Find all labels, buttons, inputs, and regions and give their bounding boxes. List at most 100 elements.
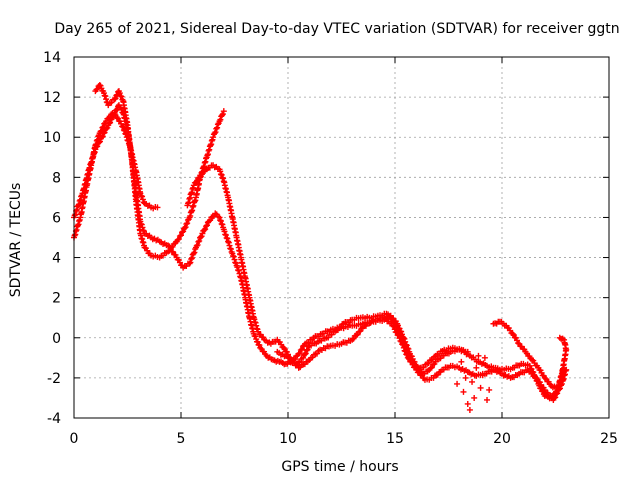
x-tick-label: 15 [386, 431, 404, 447]
data-point-marker [97, 128, 104, 135]
data-point-marker [101, 129, 108, 136]
x-tick-label: 10 [279, 431, 297, 447]
data-point-marker [235, 267, 242, 274]
data-point-marker [205, 218, 212, 225]
data-point-marker [224, 235, 231, 242]
data-point-marker [220, 175, 227, 182]
data-point-marker [75, 202, 82, 209]
data-point-marker [221, 228, 228, 235]
data-point-marker [556, 334, 563, 341]
data-point-marker [404, 351, 411, 358]
data-point-marker [192, 179, 199, 186]
data-point-marker [218, 171, 225, 178]
data-point-marker [112, 95, 119, 102]
series-track-e [274, 314, 570, 403]
data-point-marker [427, 365, 434, 372]
data-point-marker [533, 374, 540, 381]
data-point-marker [464, 400, 471, 407]
data-point-marker [181, 224, 188, 231]
data-point-marker [107, 119, 114, 126]
data-point-marker [551, 395, 558, 402]
data-point-marker [174, 236, 181, 243]
series-track-d [184, 162, 568, 402]
data-point-marker [214, 121, 221, 128]
y-tick-label: -2 [47, 371, 61, 387]
data-point-marker [194, 241, 201, 248]
data-point-marker [201, 227, 208, 234]
data-point-marker [473, 364, 480, 371]
x-tick-label: 20 [493, 431, 511, 447]
data-point-marker [220, 108, 227, 115]
data-point-marker [186, 260, 193, 267]
data-point-marker [481, 354, 488, 361]
data-point-marker [94, 143, 101, 150]
data-point-marker [296, 350, 303, 357]
data-point-marker [196, 237, 203, 244]
data-point-marker [99, 133, 106, 140]
data-point-marker [139, 193, 146, 200]
data-point-marker [404, 354, 411, 361]
data-point-marker [77, 196, 84, 203]
y-axis-label: SDTVAR / TECUs [8, 183, 24, 298]
data-point-marker [428, 364, 435, 371]
data-point-marker [113, 114, 120, 121]
data-point-marker [234, 264, 241, 271]
data-point-marker [96, 82, 103, 89]
data-point-marker [304, 346, 311, 353]
data-point-marker [541, 374, 548, 381]
series-track-b [71, 102, 471, 377]
data-point-marker [225, 238, 232, 245]
x-tick-label: 25 [600, 431, 618, 447]
data-point-marker [526, 362, 533, 369]
data-point-marker [231, 256, 238, 263]
grid-lines [74, 57, 609, 418]
data-point-marker [479, 370, 486, 377]
data-point-marker [76, 197, 83, 204]
x-axis-label: GPS time / hours [281, 459, 398, 475]
data-point-marker [203, 223, 210, 230]
data-point-marker [184, 220, 191, 227]
y-tick-label: 6 [52, 210, 61, 226]
data-point-marker [301, 351, 308, 358]
data-point-marker [302, 350, 309, 357]
data-point-marker [207, 217, 214, 224]
data-point-marker [209, 213, 216, 220]
data-point-marker [96, 138, 103, 145]
data-point-marker [213, 125, 220, 132]
data-point-marker [486, 386, 493, 393]
series-track-f [490, 318, 570, 391]
data-point-marker [280, 344, 287, 351]
data-point-marker [469, 378, 476, 385]
data-markers [71, 82, 570, 413]
data-point-marker [193, 242, 200, 249]
data-point-marker [187, 259, 194, 266]
data-point-marker [397, 337, 404, 344]
data-point-marker [108, 115, 115, 122]
data-point-marker [188, 255, 195, 262]
data-point-marker [217, 168, 224, 175]
data-point-marker [169, 243, 176, 250]
data-point-marker [210, 134, 217, 141]
data-point-marker [402, 348, 409, 355]
data-point-marker [141, 244, 148, 251]
y-tick-label: 14 [43, 50, 61, 66]
series-scatter-cluster [454, 352, 493, 413]
data-point-marker [103, 125, 110, 132]
y-tick-label: 2 [52, 291, 61, 307]
data-point-marker [118, 93, 125, 100]
data-point-marker [225, 239, 232, 246]
data-point-marker [552, 394, 559, 401]
data-point-marker [219, 112, 226, 119]
data-point-marker [216, 214, 223, 221]
data-point-marker [553, 391, 560, 398]
data-point-marker [203, 222, 210, 229]
data-point-marker [93, 144, 100, 151]
data-point-marker [100, 130, 107, 137]
data-point-marker [477, 384, 484, 391]
data-point-marker [217, 116, 224, 123]
data-point-marker [96, 139, 103, 146]
data-point-marker [75, 201, 82, 208]
data-point-marker [471, 394, 478, 401]
data-point-marker [515, 340, 522, 347]
